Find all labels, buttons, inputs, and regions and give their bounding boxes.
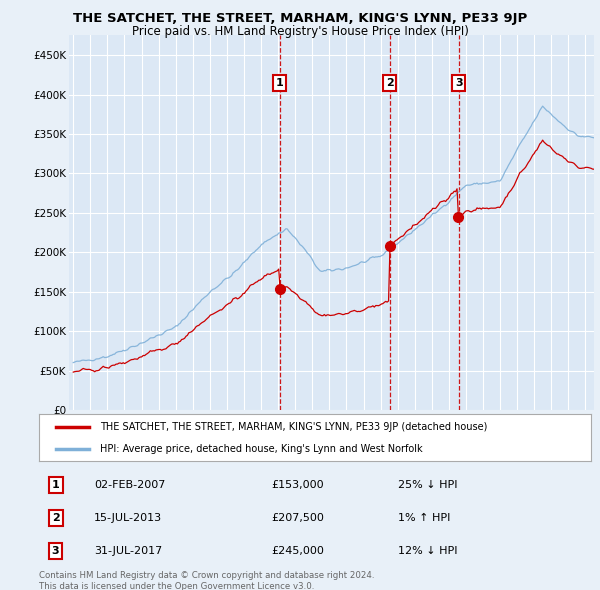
Text: 12% ↓ HPI: 12% ↓ HPI: [398, 546, 457, 556]
Text: 02-FEB-2007: 02-FEB-2007: [94, 480, 166, 490]
Text: 1% ↑ HPI: 1% ↑ HPI: [398, 513, 450, 523]
Text: HPI: Average price, detached house, King's Lynn and West Norfolk: HPI: Average price, detached house, King…: [100, 444, 422, 454]
Text: Contains HM Land Registry data © Crown copyright and database right 2024.
This d: Contains HM Land Registry data © Crown c…: [39, 571, 374, 590]
Text: 3: 3: [52, 546, 59, 556]
Text: 15-JUL-2013: 15-JUL-2013: [94, 513, 163, 523]
Text: Price paid vs. HM Land Registry's House Price Index (HPI): Price paid vs. HM Land Registry's House …: [131, 25, 469, 38]
Text: £245,000: £245,000: [271, 546, 324, 556]
Text: 1: 1: [275, 78, 283, 88]
Text: £153,000: £153,000: [271, 480, 323, 490]
Text: 1: 1: [52, 480, 59, 490]
Text: 2: 2: [52, 513, 59, 523]
Text: 2: 2: [386, 78, 394, 88]
Text: 25% ↓ HPI: 25% ↓ HPI: [398, 480, 457, 490]
Text: 31-JUL-2017: 31-JUL-2017: [94, 546, 163, 556]
Text: £207,500: £207,500: [271, 513, 324, 523]
Text: THE SATCHET, THE STREET, MARHAM, KING'S LYNN, PE33 9JP: THE SATCHET, THE STREET, MARHAM, KING'S …: [73, 12, 527, 25]
Text: THE SATCHET, THE STREET, MARHAM, KING'S LYNN, PE33 9JP (detached house): THE SATCHET, THE STREET, MARHAM, KING'S …: [100, 422, 487, 432]
Text: 3: 3: [455, 78, 463, 88]
